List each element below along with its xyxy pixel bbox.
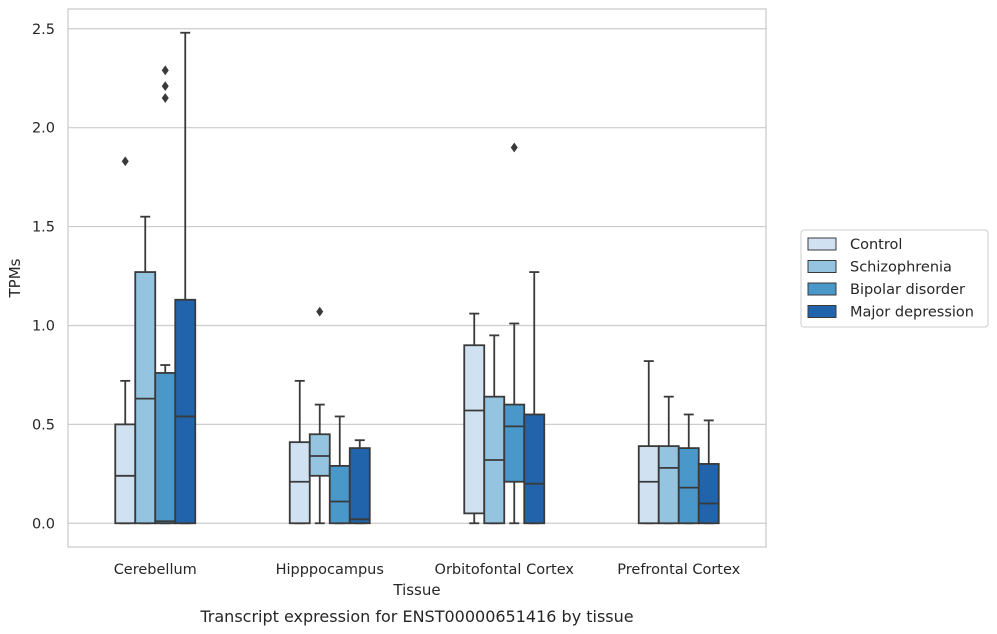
x-tick-label: Hipppocampus bbox=[276, 562, 384, 578]
legend-label: Control bbox=[850, 237, 902, 253]
box bbox=[114, 423, 137, 525]
box bbox=[677, 447, 700, 525]
legend-swatch bbox=[807, 305, 837, 318]
y-axis-label: TPMs bbox=[6, 258, 24, 298]
x-tick-label: Orbitofontal Cortex bbox=[435, 562, 575, 578]
outlier-point bbox=[161, 81, 169, 92]
box bbox=[134, 271, 157, 525]
box bbox=[657, 445, 680, 525]
outlier-point bbox=[121, 156, 129, 167]
box bbox=[697, 463, 720, 525]
x-tick-label: Cerebellum bbox=[114, 562, 197, 578]
legend-items: Control Schizophrenia Bipolar disorder Majo… bbox=[807, 237, 974, 321]
y-tick-label: 2.0 bbox=[32, 121, 55, 137]
box bbox=[503, 403, 526, 483]
legend: Control Schizophrenia Bipolar disorder Majo… bbox=[800, 229, 989, 328]
box bbox=[523, 413, 546, 525]
x-tick-labels: Cerebellum Hipppocampus Orbitofontal Corte… bbox=[114, 562, 741, 578]
box bbox=[637, 445, 660, 525]
y-tick-labels: 0.0 0.5 1.0 1.5 2.0 2.5 bbox=[32, 22, 55, 532]
outlier-point bbox=[510, 142, 518, 153]
legend-swatch bbox=[807, 260, 837, 273]
y-tick-label: 2.5 bbox=[32, 22, 55, 38]
plot-frame bbox=[67, 8, 767, 548]
outlier-point bbox=[316, 306, 324, 317]
outlier-point bbox=[161, 65, 169, 76]
y-tick-label: 1.0 bbox=[32, 318, 55, 334]
box bbox=[288, 441, 311, 525]
box-group-orbitofontal-cortex bbox=[463, 142, 546, 525]
legend-swatch bbox=[807, 237, 837, 251]
box bbox=[328, 465, 351, 525]
box-group-hipppocampus bbox=[288, 306, 371, 525]
legend-label: Schizophrenia bbox=[850, 260, 952, 276]
chart-caption: Transcript expression for ENST0000065141… bbox=[199, 607, 633, 626]
legend-label: Bipolar disorder bbox=[850, 282, 965, 298]
x-tick-label: Prefrontal Cortex bbox=[617, 562, 740, 578]
box bbox=[348, 447, 371, 525]
legend-swatch bbox=[807, 282, 837, 296]
outlier-point bbox=[161, 93, 169, 103]
legend-label: Major depression bbox=[850, 305, 974, 321]
box-group-cerebellum bbox=[114, 31, 197, 525]
box bbox=[174, 298, 197, 525]
box-group-prefrontal-cortex bbox=[637, 360, 720, 525]
box bbox=[154, 372, 177, 525]
y-tick-label: 1.5 bbox=[32, 220, 55, 236]
legend-frame bbox=[800, 229, 989, 328]
box bbox=[463, 344, 486, 515]
y-tick-label: 0.5 bbox=[32, 417, 55, 433]
box bbox=[308, 433, 331, 477]
x-axis-label: Tissue bbox=[392, 581, 440, 599]
y-tick-label: 0.0 bbox=[32, 516, 55, 532]
box-groups bbox=[114, 31, 720, 525]
